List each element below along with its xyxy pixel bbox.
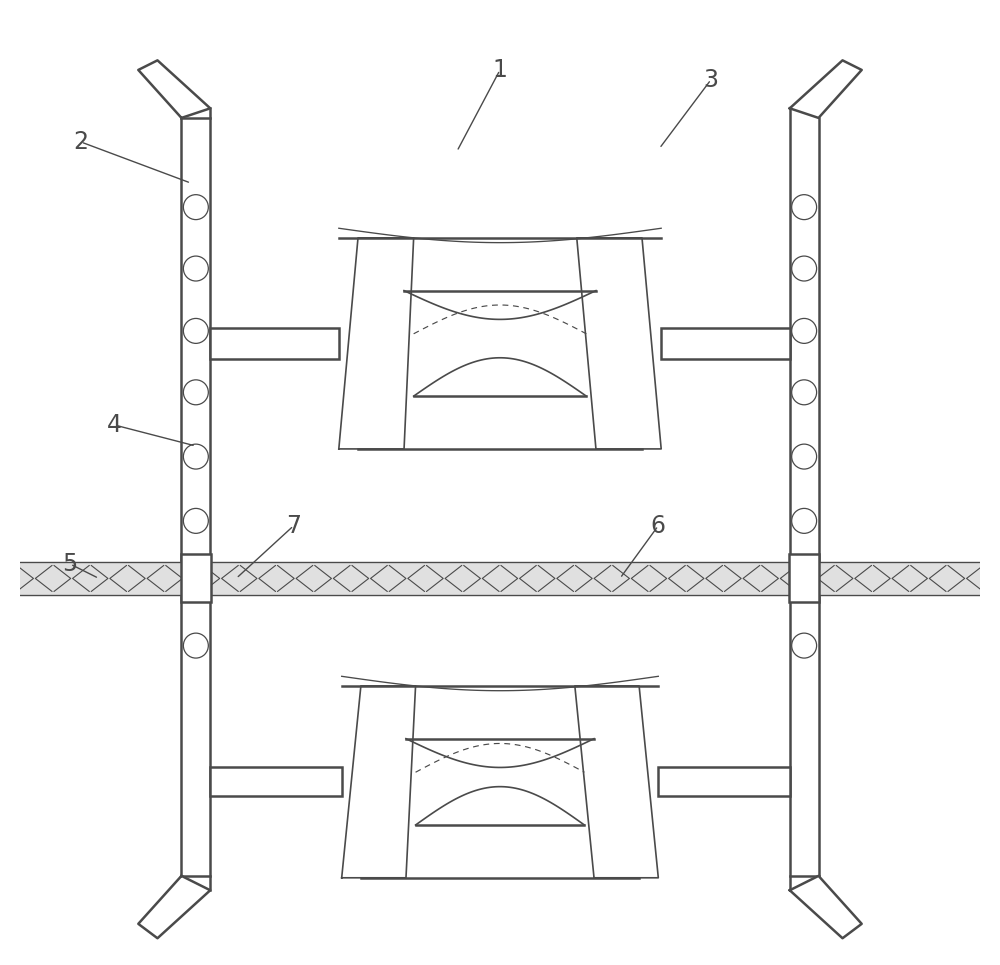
Polygon shape <box>348 237 652 449</box>
Bar <box>210 328 339 359</box>
Text: 6: 6 <box>651 513 666 538</box>
Circle shape <box>792 195 817 220</box>
Circle shape <box>183 318 208 344</box>
Circle shape <box>792 318 817 344</box>
Circle shape <box>183 256 208 281</box>
Polygon shape <box>577 237 661 449</box>
Polygon shape <box>138 876 210 938</box>
Bar <box>661 328 790 359</box>
Polygon shape <box>342 686 416 878</box>
Bar <box>210 767 342 796</box>
Circle shape <box>792 256 817 281</box>
Polygon shape <box>790 876 862 938</box>
Polygon shape <box>138 61 210 118</box>
Text: 4: 4 <box>107 413 122 437</box>
Text: 1: 1 <box>493 58 507 82</box>
Text: 2: 2 <box>73 130 88 153</box>
Text: 3: 3 <box>704 68 719 92</box>
Bar <box>789 555 819 602</box>
Circle shape <box>792 380 817 404</box>
Polygon shape <box>20 563 980 594</box>
Bar <box>181 555 211 602</box>
Circle shape <box>183 509 208 534</box>
Text: 7: 7 <box>286 513 301 538</box>
Circle shape <box>792 633 817 658</box>
Polygon shape <box>790 61 862 118</box>
Text: 5: 5 <box>63 552 78 576</box>
Circle shape <box>183 444 208 469</box>
Circle shape <box>792 509 817 534</box>
Circle shape <box>183 380 208 404</box>
Circle shape <box>183 633 208 658</box>
Circle shape <box>792 444 817 469</box>
Circle shape <box>183 195 208 220</box>
Polygon shape <box>351 686 649 878</box>
Bar <box>658 767 790 796</box>
Polygon shape <box>339 237 414 449</box>
Polygon shape <box>575 686 658 878</box>
